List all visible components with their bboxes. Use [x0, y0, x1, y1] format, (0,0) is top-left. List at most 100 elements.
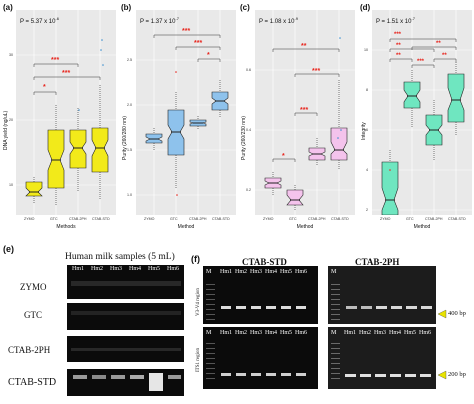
- panel-f-gel2-title: CTAB-2PH: [355, 257, 400, 267]
- panel-d-xtick-4: CTAB-STD: [448, 217, 466, 221]
- gel-band: [236, 306, 246, 309]
- panel-f-lane-4-2: Hm4: [265, 330, 277, 336]
- panel-a-ylabel: DNA yield (ng/uL): [3, 110, 9, 150]
- panel-b-label: (b): [121, 3, 132, 12]
- panel-e-lane-6: Hm6: [167, 266, 179, 272]
- panel-a-ytick-1: 30: [9, 53, 13, 57]
- panel-a-sig-2: ***: [51, 57, 60, 64]
- gel-band: [391, 306, 402, 309]
- panel-f-lane-6: Hm6: [295, 269, 307, 275]
- panel-f-lane-1: Hm1: [220, 269, 232, 275]
- panel-c-sig-2: ***: [312, 68, 321, 75]
- panel-d-sig-4: **: [396, 53, 401, 59]
- panel-a-svg: [16, 10, 116, 215]
- panel-b-sig-2: ***: [194, 40, 203, 47]
- gel-band: [296, 306, 306, 309]
- panel-b-xtick-3: CTAB-2PH: [189, 217, 207, 221]
- panel-b-sig-3: *: [207, 52, 210, 59]
- panel-c-label: (c): [240, 3, 250, 12]
- gel-band: [376, 306, 387, 309]
- bp-400-label: 400 bp: [448, 310, 466, 317]
- panel-f-lane-m: M: [206, 269, 212, 275]
- gel-band: [221, 373, 231, 376]
- panel-f-gel2-lane-3: Hm3: [374, 330, 386, 336]
- panel-c-xtick-2: GTC: [289, 217, 297, 221]
- panel-f-lane-5-2: Hm5: [280, 330, 292, 336]
- panel-a-xlabel: Methods: [56, 224, 76, 230]
- panel-c-sig-3: ***: [300, 107, 309, 114]
- panel-c-xtick-4: CTAB-STD: [331, 217, 349, 221]
- arrow-400bp-icon: [437, 309, 447, 319]
- panel-f-label: (f): [191, 254, 200, 264]
- panel-f-region-top: V3-V4 region: [196, 288, 201, 316]
- panel-d-sig-3: **: [436, 41, 441, 47]
- panel-d-ytick-5: 2: [366, 208, 368, 212]
- ladder: [206, 343, 215, 383]
- panel-e-gel-gtc: [67, 303, 184, 330]
- gel-band: [168, 375, 181, 379]
- panel-c-sig-1: **: [301, 43, 307, 50]
- ladder: [331, 343, 340, 383]
- panel-a-xtick-3: CTAB-2PH: [69, 217, 87, 221]
- panel-a-sig-1: ***: [62, 70, 71, 77]
- panel-e-row-ctab2ph: CTAB-2PH: [8, 345, 51, 355]
- panel-a-xtick-4: CTAB-STD: [92, 217, 110, 221]
- gel-band: [236, 373, 246, 376]
- panel-c-xtick-1: ZYMO: [263, 217, 274, 221]
- panel-f-gel1-bottom: M Hm1 Hm2 Hm3 Hm4 Hm5 Hm6: [203, 327, 318, 389]
- panel-b-ytick-3: 1.5: [127, 148, 132, 152]
- panel-c-ylabel: Purity (260/230 nm): [241, 116, 247, 160]
- panel-d-ytick-2: 8: [366, 88, 368, 92]
- gel-band: [71, 281, 181, 286]
- panel-f-lane-6-2: Hm6: [295, 330, 307, 336]
- panel-d-xtick-2: GTC: [406, 217, 414, 221]
- panel-d-sig-2: **: [396, 43, 401, 49]
- panel-f-lane-2: Hm2: [235, 269, 247, 275]
- panel-f-gel1-top: M Hm1 Hm2 Hm3 Hm4 Hm5 Hm6: [203, 266, 318, 324]
- panel-b-ytick-2: 2.0: [127, 103, 132, 107]
- gel-band: [266, 306, 276, 309]
- panel-e-row-ctabstd: CTAB-STD: [8, 377, 57, 388]
- panel-d-xtick-3: CTAB-2PH: [425, 217, 443, 221]
- panel-f-lane-4: Hm4: [265, 269, 277, 275]
- gel-band: [73, 375, 87, 379]
- panel-f-gel2-lane-5: Hm5: [404, 330, 416, 336]
- panel-c-ytick-2: 0.4: [246, 128, 251, 132]
- panel-d-svg: [372, 10, 472, 215]
- panel-f-gel2-lane-4: Hm4: [389, 330, 401, 336]
- panel-d-sig-1: ***: [394, 32, 402, 38]
- panel-a-label: (a): [3, 3, 13, 12]
- panel-b-sig-1: ***: [182, 28, 191, 35]
- panel-f-lane-m-2: M: [206, 330, 212, 336]
- bp-200-label: 200 bp: [448, 371, 466, 378]
- panel-f-lane-3: Hm3: [250, 269, 262, 275]
- panel-f-region-bottom: ITS1 region: [196, 347, 201, 372]
- panel-d-ytick-4: 4: [366, 168, 368, 172]
- gel-band: [345, 374, 356, 377]
- gel-band: [281, 373, 291, 376]
- panel-f-lane-5: Hm5: [280, 269, 292, 275]
- panel-f-gel2-bottom: M Hm1 Hm2 Hm3 Hm4 Hm5 Hm6: [328, 327, 436, 389]
- panel-d-plot: P = 1.51 x 10-7 *** ** ** ** *** **: [372, 10, 472, 215]
- gel-band: [405, 374, 416, 377]
- panel-e-gel-zymo: Hm1 Hm2 Hm3 Hm4 Hm5 Hm6: [67, 265, 184, 299]
- gel-band: [375, 374, 386, 377]
- panel-a-plot: P = 5.37 x 10-6 *** *** *: [16, 10, 116, 215]
- panel-e-title: Human milk samples (5 mL): [65, 252, 175, 262]
- panel-c-xtick-3: CTAB-2PH: [308, 217, 326, 221]
- gel-band: [360, 374, 371, 377]
- panel-b-xtick-1: ZYMO: [144, 217, 155, 221]
- panel-e-lane-1: Hm1: [72, 266, 84, 272]
- panel-e-lane-3: Hm3: [110, 266, 122, 272]
- panel-e-label: (e): [3, 244, 14, 254]
- panel-a-pvalue: P = 5.37 x 10-6: [20, 16, 59, 25]
- panel-f-gel2-lane-6: Hm6: [419, 330, 431, 336]
- panel-b-xtick-2: GTC: [170, 217, 178, 221]
- panel-b-ytick-1: 2.5: [127, 58, 132, 62]
- gel-band: [251, 373, 261, 376]
- panel-c-ytick-1: 0.6: [246, 68, 251, 72]
- arrow-200bp-icon: [437, 370, 447, 380]
- panel-a-xtick-1: ZYMO: [24, 217, 35, 221]
- panel-c-ytick-3: 0.2: [246, 188, 251, 192]
- panel-f-gel2-lane-2: Hm2: [359, 330, 371, 336]
